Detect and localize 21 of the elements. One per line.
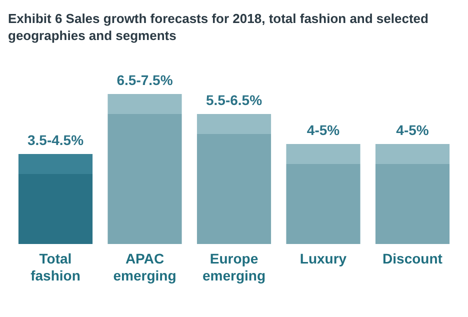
bar (286, 164, 360, 244)
bar (18, 174, 93, 244)
x-tick-label: Luxury (300, 250, 347, 266)
data-label: 5.5-6.5% (206, 92, 263, 108)
bar (375, 164, 450, 244)
data-label: 6.5-7.5% (116, 72, 174, 88)
bar (286, 144, 360, 164)
bar (375, 144, 450, 164)
x-tick-label: APAC emerging (113, 250, 176, 284)
bar (196, 134, 272, 244)
bar (196, 114, 272, 134)
data-label: 4-5% (306, 122, 340, 138)
data-label: 4-5% (396, 122, 430, 138)
x-tick-label: Discount (382, 250, 443, 266)
x-tick-label: Total fashion (30, 250, 80, 284)
bar (18, 154, 93, 174)
chart-title: Exhibit 6 Sales growth forecasts for 2018, total fashion and selected geographies and segments (8, 10, 430, 44)
bar (108, 94, 182, 114)
data-label: 3.5-4.5% (27, 132, 84, 148)
bar (108, 114, 182, 244)
x-tick-label: Europe emerging (202, 250, 266, 284)
